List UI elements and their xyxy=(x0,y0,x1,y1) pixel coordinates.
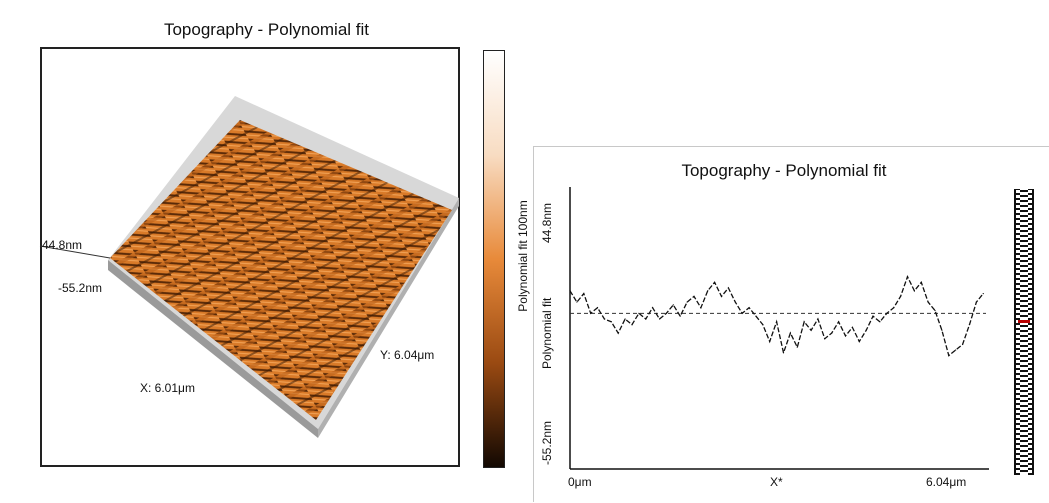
profile-plot xyxy=(569,187,989,470)
profile-point xyxy=(913,290,915,292)
profile-panel: Topography - Polynomial fit 44.8nm Polyn… xyxy=(533,146,1049,502)
profile-point xyxy=(906,276,909,278)
profile-point xyxy=(886,312,888,314)
profile-point xyxy=(796,346,798,348)
profile-point xyxy=(782,352,785,354)
profile-point xyxy=(810,329,812,331)
profile-point xyxy=(603,318,606,320)
profile-title: Topography - Polynomial fit xyxy=(681,161,887,180)
profile-point xyxy=(934,309,936,312)
profile-point xyxy=(817,318,819,320)
profile-point xyxy=(569,290,571,292)
z-min-label: -55.2nm xyxy=(58,281,103,295)
profile-point xyxy=(975,301,977,303)
surface-base-right xyxy=(318,198,459,438)
profile-point xyxy=(727,287,730,289)
profile-point xyxy=(769,340,771,343)
profile-xlabel-right: 6.04μm xyxy=(926,475,967,489)
profile-point xyxy=(893,307,895,309)
profile-point xyxy=(748,307,750,309)
profile-point xyxy=(610,321,612,323)
profile-ylabel-mid: Polynomial fit xyxy=(540,297,554,369)
profile-scale-bar xyxy=(1014,189,1034,475)
colorbar xyxy=(483,50,505,468)
z-max-label: 44.8nm xyxy=(42,238,83,252)
x-axis-label: X: 6.01μm xyxy=(140,381,195,395)
profile-point xyxy=(583,292,585,295)
surface-panel: Topography - Polynomial fit 44.8nm -55.2… xyxy=(39,20,530,468)
profile-point xyxy=(968,324,971,326)
profile-point xyxy=(638,312,640,314)
profile-point xyxy=(831,332,833,334)
profile-point xyxy=(686,301,688,303)
profile-point xyxy=(851,326,853,329)
profile-point xyxy=(693,295,695,298)
profile-point xyxy=(838,321,840,323)
profile-ylabel-bottom: -55.2nm xyxy=(540,420,554,465)
profile-point xyxy=(707,290,709,292)
profile-point xyxy=(658,318,661,320)
profile-point xyxy=(776,321,778,323)
surface-texture xyxy=(110,120,452,420)
profile-series xyxy=(569,275,984,357)
profile-point xyxy=(899,295,902,298)
profile-point xyxy=(872,315,874,317)
y-axis-label: Y: 6.04μm xyxy=(380,348,435,362)
profile-point xyxy=(879,321,881,323)
profile-point xyxy=(824,338,826,340)
profile-point xyxy=(672,304,674,306)
profile-point xyxy=(576,301,578,303)
profile-point xyxy=(679,315,681,317)
profile-point xyxy=(803,321,805,323)
profile-point xyxy=(734,301,736,303)
profile-point xyxy=(645,318,647,320)
surface-base-left xyxy=(108,260,318,438)
surface-plot xyxy=(39,96,459,438)
profile-position-marker xyxy=(1018,320,1030,323)
profile-point xyxy=(858,340,860,343)
profile-point xyxy=(665,312,668,314)
profile-point xyxy=(755,315,757,317)
surface-title: Topography - Polynomial fit xyxy=(163,20,370,39)
profile-point xyxy=(700,307,702,309)
profile-point xyxy=(617,332,619,334)
profile-point xyxy=(961,343,964,345)
colorbar-label: Polynomial fit 100nm xyxy=(516,200,530,312)
profile-point xyxy=(714,281,716,283)
profile-xlabel-left: 0μm xyxy=(568,475,592,489)
profile-point xyxy=(920,281,922,283)
profile-point xyxy=(844,335,847,337)
profile-point xyxy=(941,329,943,331)
profile-point xyxy=(789,332,791,334)
profile-point xyxy=(948,355,950,357)
profile-point xyxy=(741,312,743,314)
profile-line xyxy=(569,275,984,357)
profile-xlabel-mid: X* xyxy=(770,475,783,489)
profile-point xyxy=(955,349,957,351)
profile-point xyxy=(720,295,723,298)
profile-ylabel-top: 44.8nm xyxy=(540,202,554,243)
profile-point xyxy=(652,307,654,309)
profile-point xyxy=(624,318,626,320)
profile-point xyxy=(590,312,592,314)
profile-point xyxy=(596,307,599,309)
surface-plot-frame xyxy=(40,47,460,467)
profile-point xyxy=(865,329,867,331)
profile-point xyxy=(631,324,633,326)
profile-point xyxy=(927,301,929,303)
profile-point xyxy=(982,292,984,295)
profile-point xyxy=(762,324,764,326)
z-axis-line xyxy=(39,245,111,259)
